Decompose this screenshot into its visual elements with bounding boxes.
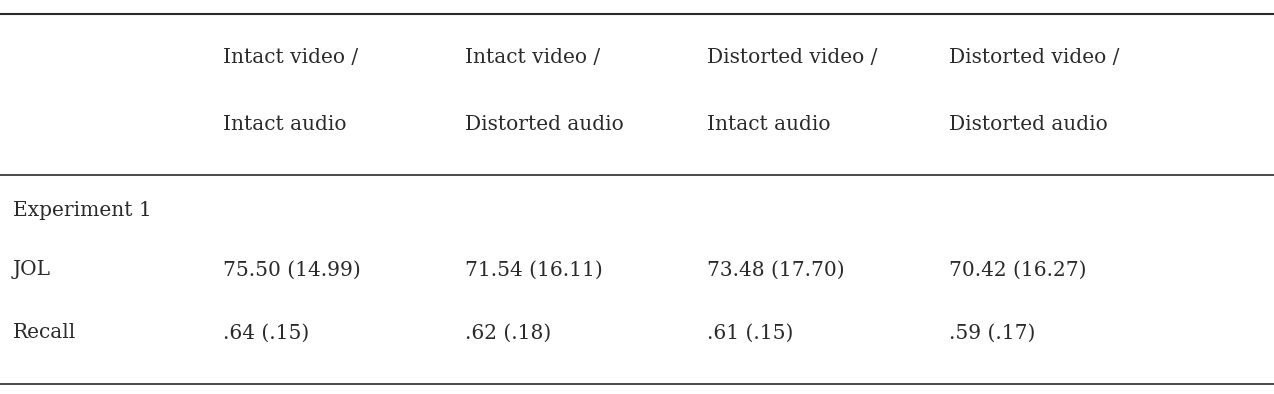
Text: Intact video /: Intact video / [465, 48, 600, 67]
Text: 73.48 (17.70): 73.48 (17.70) [707, 260, 845, 279]
Text: .61 (.15): .61 (.15) [707, 323, 794, 342]
Text: Recall: Recall [13, 323, 76, 342]
Text: Intact audio: Intact audio [707, 115, 831, 134]
Text: Distorted video /: Distorted video / [949, 48, 1120, 67]
Text: .59 (.17): .59 (.17) [949, 323, 1036, 342]
Text: .64 (.15): .64 (.15) [223, 323, 310, 342]
Text: 75.50 (14.99): 75.50 (14.99) [223, 260, 361, 279]
Text: 70.42 (16.27): 70.42 (16.27) [949, 260, 1087, 279]
Text: Experiment 1: Experiment 1 [13, 201, 152, 220]
Text: Distorted audio: Distorted audio [465, 115, 624, 134]
Text: .62 (.18): .62 (.18) [465, 323, 552, 342]
Text: Intact video /: Intact video / [223, 48, 358, 67]
Text: Intact audio: Intact audio [223, 115, 347, 134]
Text: 71.54 (16.11): 71.54 (16.11) [465, 260, 603, 279]
Text: Distorted video /: Distorted video / [707, 48, 878, 67]
Text: Distorted audio: Distorted audio [949, 115, 1108, 134]
Text: JOL: JOL [13, 260, 51, 279]
